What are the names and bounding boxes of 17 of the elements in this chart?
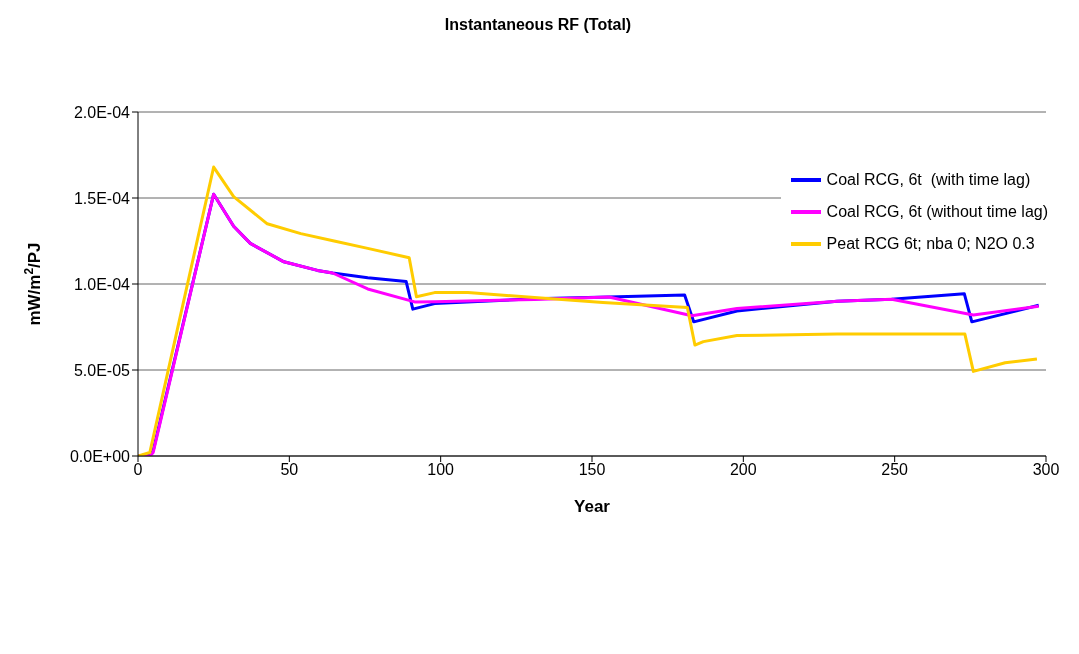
- x-tick-label: 100: [427, 461, 455, 479]
- y-tick-label: 5.0E-05: [73, 361, 131, 379]
- chart-title: Instantaneous RF (Total): [443, 15, 633, 35]
- x-tick-label: 250: [881, 461, 909, 479]
- x-tick-label: 150: [578, 461, 606, 479]
- y-tick-label: 1.0E-04: [73, 275, 131, 293]
- y-tick-label: 0.0E+00: [69, 447, 131, 465]
- legend-label: Coal RCG, 6t (with time lag): [826, 171, 1031, 189]
- y-tick-label: 1.5E-04: [73, 189, 131, 207]
- x-axis-title: Year: [574, 497, 611, 516]
- x-tick-label: 300: [1032, 461, 1060, 479]
- x-tick-label: 50: [280, 461, 299, 479]
- x-tick-label: 0: [133, 461, 143, 479]
- legend-label: Peat RCG 6t; nba 0; N2O 0.3: [826, 235, 1035, 253]
- x-tick-label: 200: [729, 461, 757, 479]
- y-tick-label: 2.0E-04: [73, 103, 131, 121]
- legend-label: Coal RCG, 6t (without time lag): [826, 203, 1048, 221]
